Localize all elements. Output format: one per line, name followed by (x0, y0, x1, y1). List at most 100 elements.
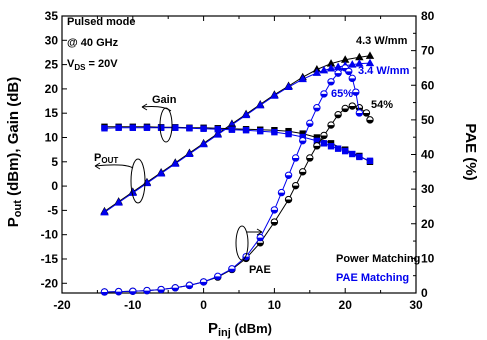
data-point (199, 139, 208, 148)
data-point-fill (228, 268, 236, 272)
y-left-tick-label: 20 (45, 82, 59, 96)
data-point (156, 168, 166, 177)
power-density-power-label: 4.3 W/mm (356, 35, 408, 47)
data-point (348, 102, 356, 110)
y-left-tick-label: -10 (41, 228, 59, 242)
data-point (172, 124, 179, 131)
series-line (104, 67, 360, 293)
pae-arrowhead (256, 228, 263, 236)
legend-pae-matching: PAE Matching (336, 272, 409, 284)
data-point-fill (352, 92, 360, 96)
data-point-fill (320, 135, 328, 139)
data-point-fill (349, 78, 356, 82)
y-right-tick-label: 70 (421, 44, 435, 58)
data-point (277, 188, 286, 197)
data-point (241, 110, 251, 119)
data-point (185, 281, 194, 290)
data-point (365, 58, 375, 67)
data-point (213, 130, 222, 138)
data-point (313, 142, 321, 150)
data-point-fill (299, 140, 306, 144)
pout-arrowhead (94, 162, 101, 170)
data-point-fill (292, 157, 299, 162)
x-tick-label: 0 (200, 298, 207, 312)
data-point (114, 287, 123, 296)
data-point (114, 198, 123, 206)
conditions-vds: VDS = 20V (67, 58, 118, 72)
data-point-fill (271, 222, 278, 226)
data-point (355, 52, 364, 61)
data-point-fill (299, 171, 306, 176)
data-point (366, 116, 374, 124)
data-point (101, 125, 108, 132)
gain-arrow (141, 106, 172, 112)
data-point-fill (200, 281, 207, 286)
y-left-tick-label: 10 (45, 130, 59, 144)
data-point (327, 78, 335, 86)
data-point (284, 82, 293, 90)
data-point-fill (334, 114, 342, 118)
y-left-tick-label: 30 (45, 33, 59, 47)
data-point-fill (172, 287, 179, 291)
data-point (171, 159, 180, 167)
data-point (185, 149, 194, 158)
data-point-fill (101, 291, 108, 296)
data-point-fill (327, 125, 335, 129)
data-point (345, 67, 353, 76)
y-right-tick-label: 80 (421, 9, 435, 23)
data-point-fill (129, 291, 136, 295)
data-point (355, 59, 364, 67)
data-point (284, 195, 293, 204)
data-point-fill (320, 93, 328, 98)
gain-label: Gain (152, 94, 177, 106)
data-point (299, 130, 306, 137)
data-point (365, 51, 375, 59)
data-point (186, 125, 193, 132)
data-point (334, 145, 342, 152)
data-point-fill (143, 290, 151, 294)
data-point (128, 188, 137, 196)
data-point (299, 168, 307, 176)
data-point-fill (327, 81, 335, 85)
y-left-tick-label: -15 (41, 252, 59, 266)
data-point-fill (363, 112, 370, 117)
data-point (313, 104, 321, 112)
data-point-fill (271, 209, 278, 214)
data-point (362, 109, 371, 117)
data-point (100, 207, 109, 216)
x-tick-label: -10 (124, 298, 142, 312)
y-left-title-p: P (5, 217, 22, 227)
data-point (320, 90, 328, 98)
power-density-pae-label: 3.4 W/mm (358, 65, 410, 77)
y-axis-right-title: PAE (%) (462, 123, 479, 180)
pout-arrow (94, 164, 134, 169)
x-axis-title-p: P (208, 320, 218, 337)
x-axis-title-unit: (dBm) (231, 321, 272, 336)
data-point (313, 134, 321, 141)
y-left-title-rest: (dBm), Gain (dB) (5, 77, 22, 200)
y-left-title-sub: out (12, 200, 24, 217)
x-tick-label: -20 (53, 298, 71, 312)
data-point (100, 288, 109, 296)
y-right-tick-label: 10 (421, 251, 435, 265)
data-point (129, 124, 136, 131)
y-right-tick-label: 30 (421, 182, 435, 196)
pae-max-pae-label: 65% (331, 88, 353, 100)
data-point (327, 121, 335, 129)
data-point (342, 147, 349, 155)
data-point-fill (334, 73, 342, 77)
data-point (200, 125, 207, 132)
data-point (320, 131, 328, 140)
data-point (349, 150, 356, 158)
data-point-fill (214, 276, 221, 280)
data-point (270, 206, 279, 214)
data-point (157, 285, 165, 294)
data-point (356, 153, 363, 161)
data-point (270, 91, 279, 99)
pout-label: POUT (94, 152, 118, 165)
data-point (171, 284, 179, 292)
conditions-frequency: @ 40 GHz (67, 37, 119, 49)
data-point (256, 233, 264, 242)
y-right-tick-label: 0 (421, 286, 428, 300)
y-left-tick-label: -5 (47, 203, 58, 217)
